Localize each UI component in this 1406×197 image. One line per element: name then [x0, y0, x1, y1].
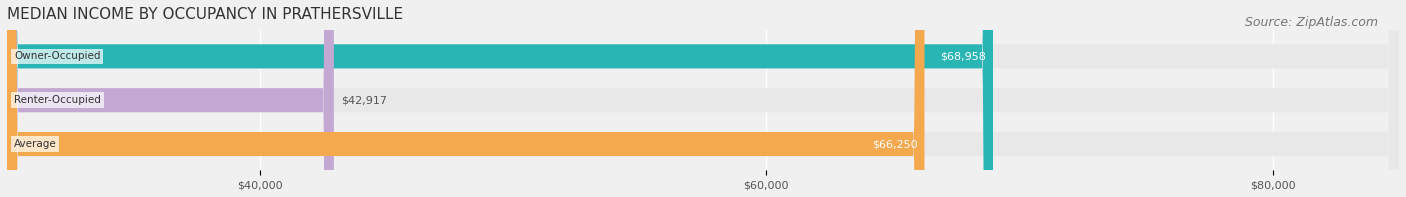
Text: $66,250: $66,250 — [872, 139, 918, 149]
Text: $68,958: $68,958 — [941, 51, 986, 61]
Text: Average: Average — [14, 139, 56, 149]
Text: $42,917: $42,917 — [340, 95, 387, 105]
FancyBboxPatch shape — [7, 0, 1399, 197]
Text: Renter-Occupied: Renter-Occupied — [14, 95, 101, 105]
Text: Owner-Occupied: Owner-Occupied — [14, 51, 100, 61]
FancyBboxPatch shape — [7, 0, 333, 197]
FancyBboxPatch shape — [7, 0, 993, 197]
FancyBboxPatch shape — [7, 0, 1399, 197]
FancyBboxPatch shape — [7, 0, 1399, 197]
Text: Source: ZipAtlas.com: Source: ZipAtlas.com — [1244, 16, 1378, 29]
Text: MEDIAN INCOME BY OCCUPANCY IN PRATHERSVILLE: MEDIAN INCOME BY OCCUPANCY IN PRATHERSVI… — [7, 7, 404, 22]
FancyBboxPatch shape — [7, 0, 925, 197]
